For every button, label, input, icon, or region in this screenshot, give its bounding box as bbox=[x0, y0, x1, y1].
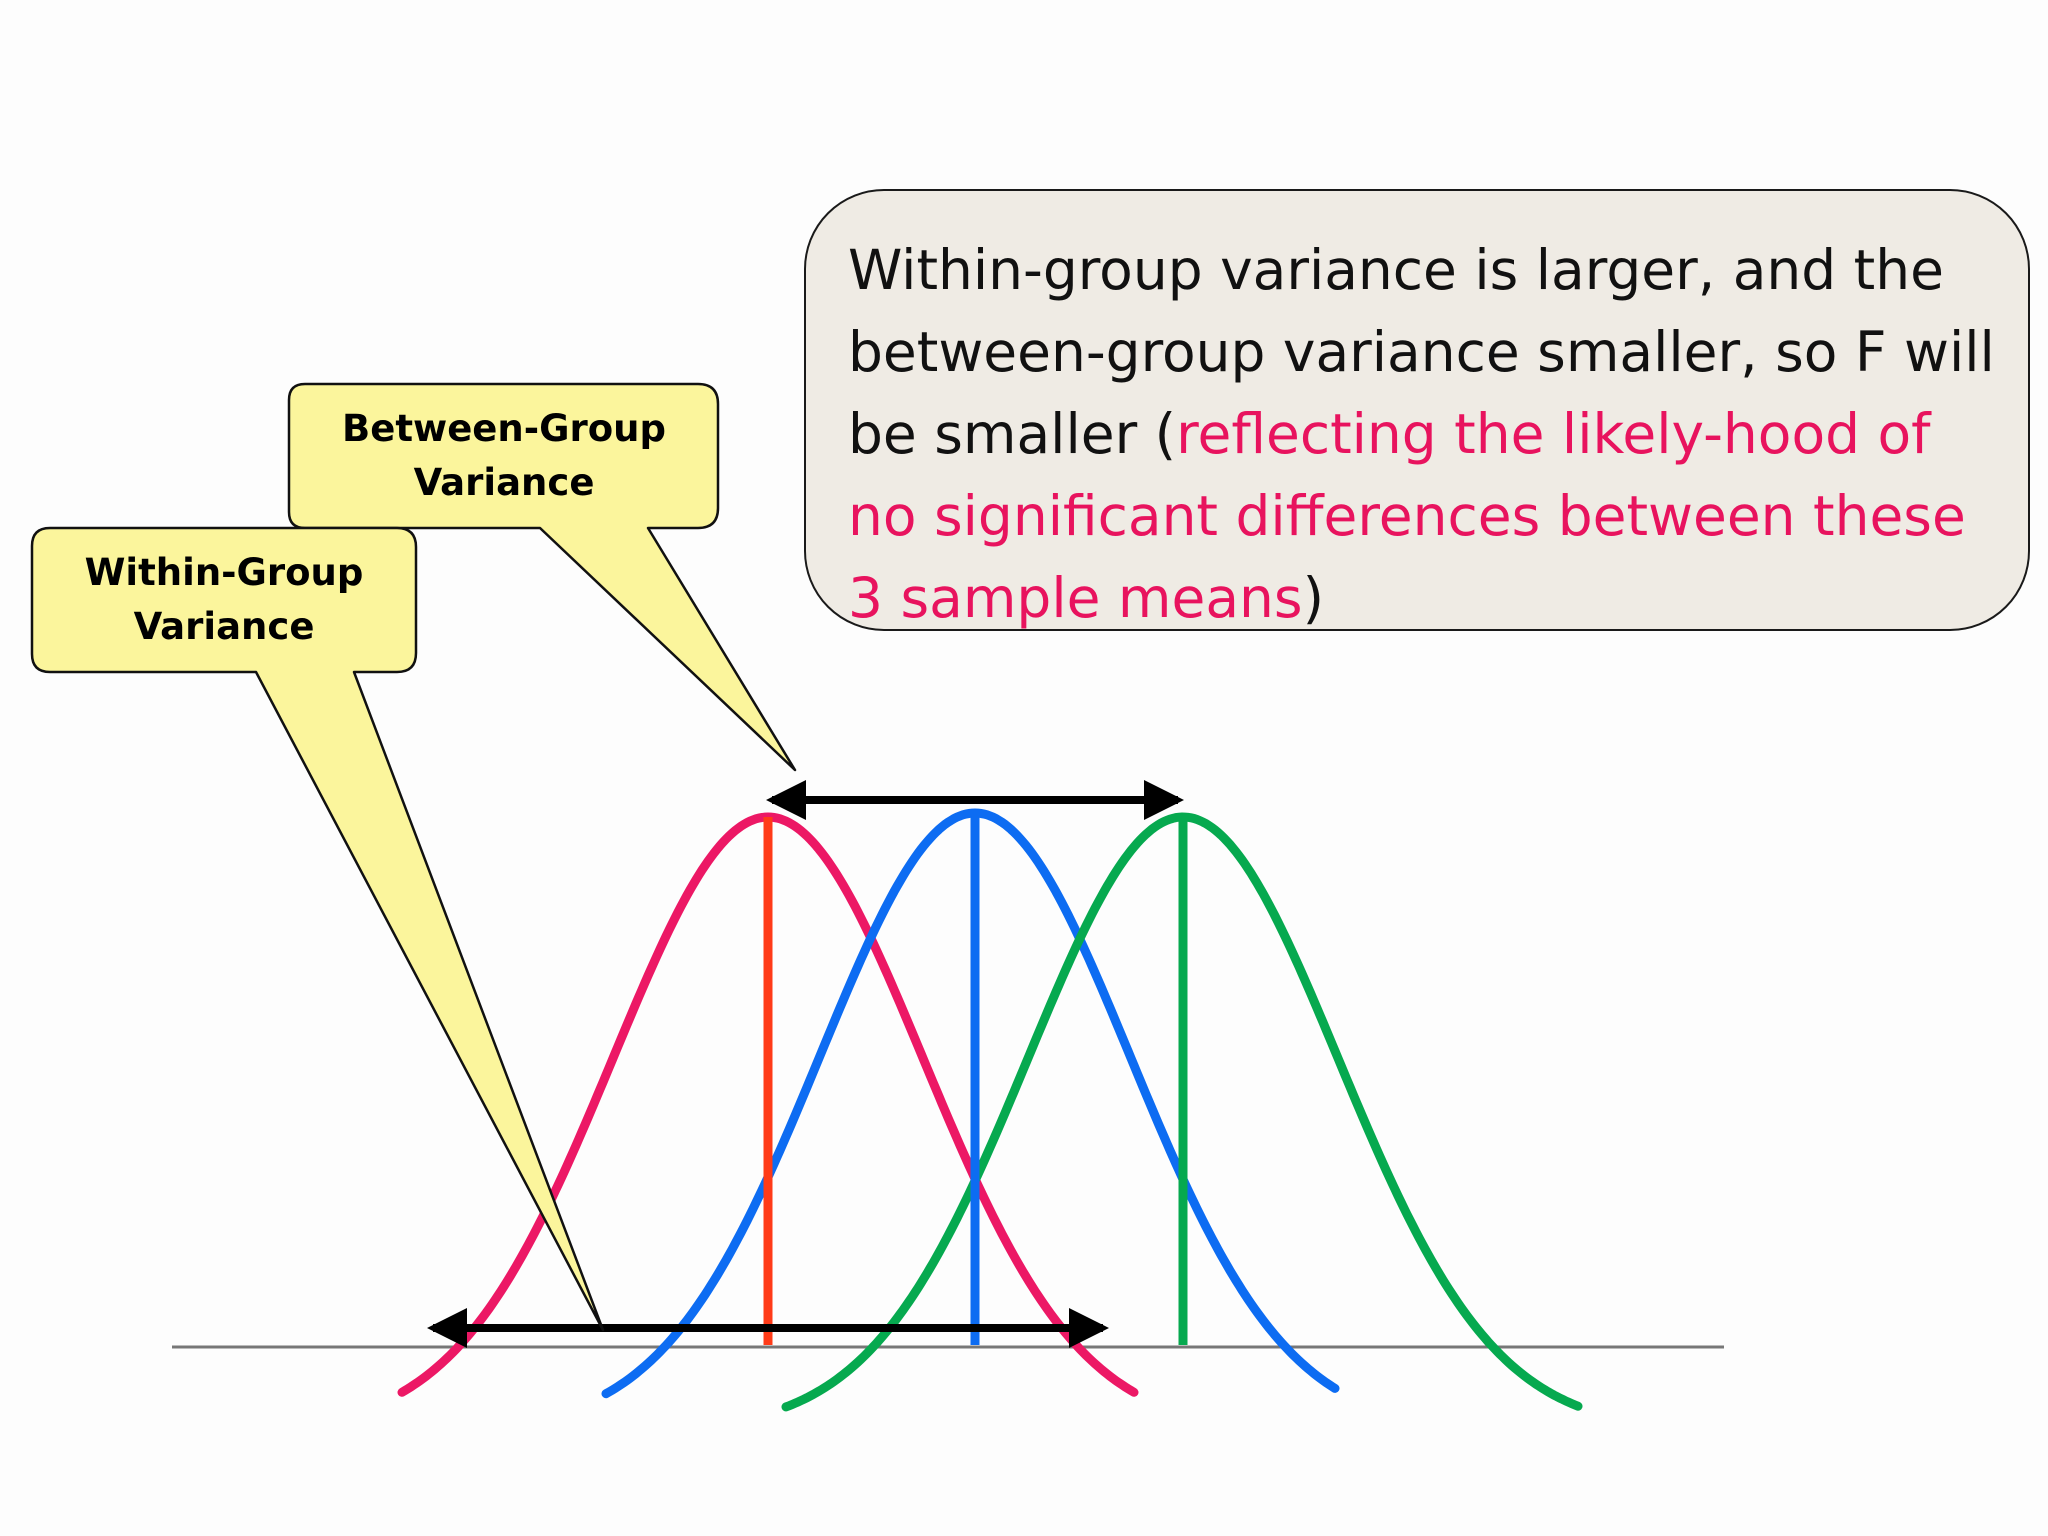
within-group-callout bbox=[30, 526, 605, 1332]
note-text: Within-group variance is larger, and the… bbox=[848, 238, 1995, 466]
within-group-label: Within-Group Variance bbox=[40, 546, 408, 654]
between-group-label-line2: Variance bbox=[413, 461, 595, 504]
between-group-label: Between-Group Variance bbox=[300, 402, 708, 510]
note-highlight-text: reflecting the likely-hood of no signifi… bbox=[848, 402, 1966, 630]
note-text-end: ) bbox=[1302, 566, 1325, 630]
explanation-note: Within-group variance is larger, and the… bbox=[804, 189, 2030, 631]
within-group-label-line1: Within-Group bbox=[84, 551, 364, 594]
within-group-label-line2: Variance bbox=[133, 605, 315, 648]
between-group-label-line1: Between-Group bbox=[342, 407, 666, 450]
between-group-callout bbox=[287, 382, 797, 772]
